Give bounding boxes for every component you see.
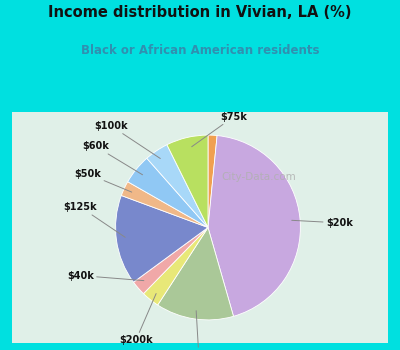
- Wedge shape: [116, 196, 208, 282]
- Wedge shape: [158, 228, 234, 320]
- Wedge shape: [128, 158, 208, 228]
- Wedge shape: [144, 228, 208, 305]
- Text: $125k: $125k: [64, 202, 125, 237]
- Text: Black or African American residents: Black or African American residents: [81, 44, 319, 57]
- Wedge shape: [208, 135, 217, 228]
- Text: $100k: $100k: [94, 121, 160, 159]
- Text: $50k: $50k: [74, 169, 132, 192]
- Text: $60k: $60k: [82, 141, 142, 175]
- Wedge shape: [208, 135, 300, 316]
- Wedge shape: [167, 135, 208, 228]
- Text: $20k: $20k: [292, 218, 353, 228]
- Text: $75k: $75k: [192, 112, 247, 147]
- Text: $30k: $30k: [185, 311, 212, 350]
- Text: $40k: $40k: [67, 271, 144, 281]
- Text: $200k: $200k: [119, 294, 156, 345]
- Text: City-Data.com: City-Data.com: [222, 172, 296, 182]
- Wedge shape: [121, 182, 208, 228]
- Wedge shape: [147, 145, 208, 228]
- Wedge shape: [134, 228, 208, 294]
- Text: Income distribution in Vivian, LA (%): Income distribution in Vivian, LA (%): [48, 5, 352, 20]
